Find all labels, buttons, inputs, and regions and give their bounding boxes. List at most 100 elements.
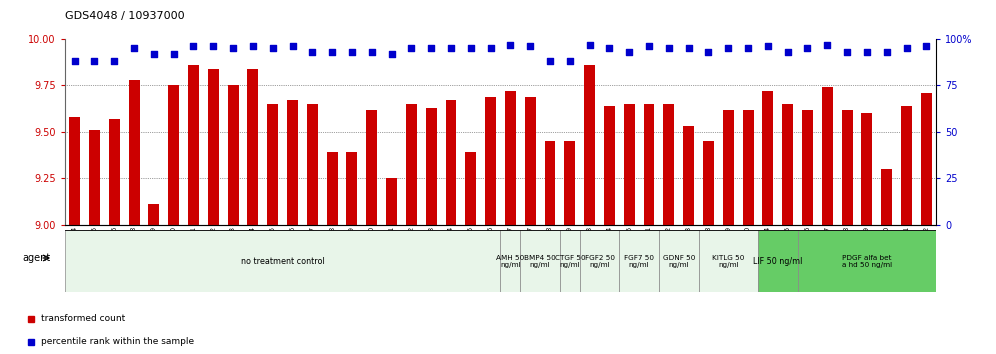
- Point: [800, 45, 816, 51]
- Bar: [307, 104, 318, 225]
- Bar: [168, 85, 179, 225]
- Point: [107, 58, 123, 64]
- Bar: [367, 110, 377, 225]
- Bar: [659, 230, 698, 292]
- Point: [443, 45, 459, 51]
- Point: [87, 58, 103, 64]
- Point: [918, 44, 934, 49]
- Text: BMP4 50
ng/ml: BMP4 50 ng/ml: [524, 255, 556, 268]
- Bar: [228, 85, 239, 225]
- Point: [641, 44, 657, 49]
- Text: GDNF 50
ng/ml: GDNF 50 ng/ml: [662, 255, 695, 268]
- Point: [542, 58, 558, 64]
- Text: FGF7 50
ng/ml: FGF7 50 ng/ml: [624, 255, 654, 268]
- Point: [245, 44, 261, 49]
- Bar: [643, 104, 654, 225]
- Text: FGF2 50
ng/ml: FGF2 50 ng/ml: [585, 255, 615, 268]
- Bar: [723, 110, 734, 225]
- Point: [145, 51, 161, 57]
- Bar: [65, 230, 501, 292]
- Point: [602, 45, 618, 51]
- Point: [780, 49, 796, 55]
- Point: [225, 45, 241, 51]
- Bar: [921, 93, 932, 225]
- Point: [185, 44, 201, 49]
- Bar: [465, 152, 476, 225]
- Bar: [500, 230, 520, 292]
- Bar: [89, 130, 100, 225]
- Point: [878, 49, 894, 55]
- Bar: [802, 110, 813, 225]
- Bar: [698, 230, 758, 292]
- Point: [344, 49, 360, 55]
- Bar: [663, 104, 674, 225]
- Point: [840, 49, 856, 55]
- Bar: [585, 65, 595, 225]
- Bar: [327, 152, 338, 225]
- Text: no treatment control: no treatment control: [241, 257, 325, 266]
- Point: [898, 45, 914, 51]
- Bar: [842, 110, 853, 225]
- Point: [285, 44, 301, 49]
- Point: [622, 49, 637, 55]
- Bar: [758, 230, 798, 292]
- Point: [720, 45, 736, 51]
- Point: [522, 44, 538, 49]
- Bar: [901, 106, 912, 225]
- Bar: [247, 69, 258, 225]
- Bar: [565, 141, 576, 225]
- Bar: [425, 108, 436, 225]
- Bar: [620, 230, 659, 292]
- Bar: [445, 100, 456, 225]
- Bar: [580, 230, 620, 292]
- Point: [364, 49, 379, 55]
- Bar: [743, 110, 754, 225]
- Bar: [128, 80, 139, 225]
- Bar: [287, 100, 298, 225]
- Point: [403, 45, 419, 51]
- Text: agent: agent: [23, 253, 51, 263]
- Bar: [347, 152, 358, 225]
- Bar: [545, 141, 556, 225]
- Text: GDS4048 / 10937000: GDS4048 / 10937000: [65, 11, 184, 21]
- Bar: [822, 87, 833, 225]
- Bar: [69, 117, 80, 225]
- Point: [700, 49, 716, 55]
- Point: [265, 45, 281, 51]
- Point: [165, 51, 181, 57]
- Bar: [683, 126, 694, 225]
- Bar: [267, 104, 278, 225]
- Point: [324, 49, 340, 55]
- Bar: [520, 230, 560, 292]
- Bar: [881, 169, 892, 225]
- Bar: [560, 230, 580, 292]
- Bar: [386, 178, 397, 225]
- Bar: [406, 104, 416, 225]
- Point: [126, 45, 142, 51]
- Bar: [798, 230, 936, 292]
- Bar: [148, 204, 159, 225]
- Point: [383, 51, 399, 57]
- Bar: [109, 119, 120, 225]
- Point: [463, 45, 479, 51]
- Text: CTGF 50
ng/ml: CTGF 50 ng/ml: [555, 255, 585, 268]
- Text: LIF 50 ng/ml: LIF 50 ng/ml: [753, 257, 803, 266]
- Point: [502, 42, 518, 47]
- Bar: [862, 113, 872, 225]
- Bar: [703, 141, 714, 225]
- Bar: [782, 104, 793, 225]
- Point: [740, 45, 756, 51]
- Point: [423, 45, 439, 51]
- Point: [205, 44, 221, 49]
- Point: [582, 42, 598, 47]
- Bar: [604, 106, 615, 225]
- Bar: [485, 97, 496, 225]
- Bar: [208, 69, 219, 225]
- Point: [859, 49, 874, 55]
- Point: [680, 45, 696, 51]
- Bar: [623, 104, 634, 225]
- Text: percentile rank within the sample: percentile rank within the sample: [41, 337, 194, 346]
- Bar: [505, 91, 516, 225]
- Point: [305, 49, 321, 55]
- Point: [483, 45, 499, 51]
